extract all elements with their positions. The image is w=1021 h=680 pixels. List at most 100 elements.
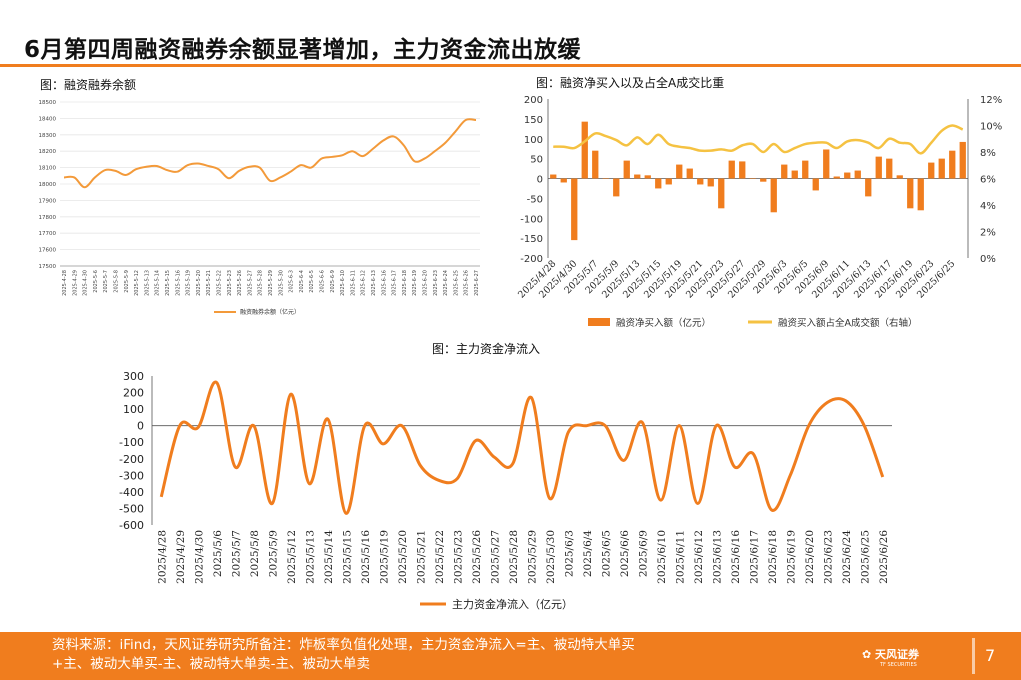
x-tick-label: 2025-6-4 [299,270,305,293]
y-left-tick-label: 200 [524,95,543,106]
x-tick-label: 2025-6-27 [474,270,480,296]
x-tick-label: 2025/5/20 [397,530,409,584]
y-right-tick-label: 0% [980,254,996,265]
y-tick-label: -200 [119,453,144,466]
bar [676,164,683,179]
bar [623,160,630,179]
bar [613,178,620,197]
x-tick-label: 2025/6/5 [600,530,612,577]
bar [928,162,935,179]
x-tick-label: 2025/6/16 [730,530,742,584]
x-tick-label: 2025/5/14 [323,530,335,584]
x-tick-label: 2025/6/25 [859,530,871,584]
x-tick-label: 2025-4-30 [83,270,89,296]
y-tick-label: 18400 [39,116,57,122]
x-tick-label: 2025-5-19 [186,270,192,296]
bar [823,149,830,179]
bar [896,175,903,179]
bar [550,174,557,179]
bar [560,178,567,183]
bar [592,150,599,179]
y-tick-label: 17900 [39,198,57,204]
title-divider [0,64,1021,67]
x-tick-label: 2025/5/19 [378,530,390,584]
x-tick-label: 2025/6/20 [804,530,816,584]
x-tick-label: 2025/6/9 [637,530,649,577]
page-number: 7 [985,646,996,665]
x-tick-label: 2025/5/13 [304,530,316,584]
bar [907,178,914,209]
bar [644,175,651,179]
bar [760,178,767,182]
y-tick-label: 300 [123,370,144,383]
x-tick-label: 2025-5-7 [103,270,109,293]
x-tick-label: 2025/5/6 [212,530,224,577]
x-tick-label: 2025-5-22 [217,270,223,296]
bar [571,178,578,241]
chart3-caption: 图：主力资金净流入 [432,342,541,356]
bar [812,178,819,191]
x-tick-label: 2025-5-27 [247,270,253,296]
bar [875,156,882,179]
bar [707,178,714,187]
brand-logo-icon: ✿ [862,648,876,661]
y-tick-label: -600 [119,519,144,532]
bar [749,178,756,179]
x-tick-label: 2025-5-14 [155,270,161,296]
y-tick-label: -300 [119,469,144,482]
y-left-tick-label: 0 [537,175,543,186]
page-title: 6月第四周融资融券余额显著增加，主力资金流出放缓 [24,37,582,63]
bar [949,150,956,179]
x-tick-label: 2025-5-20 [196,270,202,296]
y-left-tick-label: 100 [524,135,543,146]
bar [728,160,735,179]
x-tick-label: 2025/5/29 [526,530,538,584]
x-tick-label: 2025/6/24 [841,530,853,584]
x-tick-label: 2025-5-28 [258,270,264,296]
y-tick-label: 17700 [39,231,57,237]
x-tick-label: 2025/5/16 [360,530,372,584]
y-tick-label: -100 [119,436,144,449]
y-left-tick-label: -200 [520,254,543,265]
x-tick-label: 2025-6-20 [423,270,429,296]
footer-bar [0,632,1021,680]
x-tick-label: 2025-6-24 [443,270,449,296]
x-tick-label: 2025-6-23 [433,270,439,296]
bar [844,172,851,179]
y-tick-label: 18200 [39,149,57,155]
x-tick-label: 2025-5-12 [134,270,140,296]
x-tick-label: 2025/5/7 [230,530,242,577]
x-tick-label: 2025/4/28 [156,530,168,584]
x-tick-label: 2025/5/27 [489,530,501,584]
x-tick-label: 2025-6-9 [330,270,336,293]
x-tick-label: 2025/6/6 [619,530,631,577]
x-tick-label: 2025/6/23 [822,530,834,584]
x-tick-label: 2025/5/12 [286,530,298,584]
x-tick-label: 2025-5-30 [278,270,284,296]
y-right-tick-label: 2% [980,228,996,239]
x-tick-label: 2025-6-6 [320,270,326,293]
legend-bar-swatch [588,318,610,326]
bar [665,178,672,185]
legend-line-label: 融资买入额占全A成交额（右轴） [778,317,918,329]
x-tick-label: 2025-6-16 [381,270,387,296]
x-tick-label: 2025/6/4 [582,530,594,577]
x-tick-label: 2025-5-21 [206,270,212,296]
bar [581,121,588,179]
y-right-tick-label: 8% [980,148,996,159]
y-tick-label: 200 [123,387,144,400]
y-right-tick-label: 6% [980,175,996,186]
y-tick-label: 17800 [39,215,57,221]
x-tick-label: 2025/4/29 [175,530,187,584]
y-tick-label: -500 [119,502,144,515]
bar [634,174,641,179]
brand-name: 天风证券 [875,648,920,661]
y-right-tick-label: 4% [980,201,996,212]
y-left-tick-label: 150 [524,115,543,126]
x-tick-label: 2025/5/22 [434,530,446,584]
y-right-tick-label: 10% [980,122,1002,133]
x-tick-label: 2025/4/30 [193,530,205,584]
bar [833,176,840,179]
